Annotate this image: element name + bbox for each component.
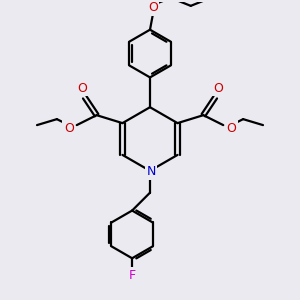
- Text: O: O: [77, 82, 87, 95]
- Text: O: O: [213, 82, 223, 95]
- Text: O: O: [148, 1, 158, 14]
- Text: N: N: [146, 165, 156, 178]
- Text: O: O: [64, 122, 74, 135]
- Text: O: O: [226, 122, 236, 135]
- Text: F: F: [129, 269, 136, 282]
